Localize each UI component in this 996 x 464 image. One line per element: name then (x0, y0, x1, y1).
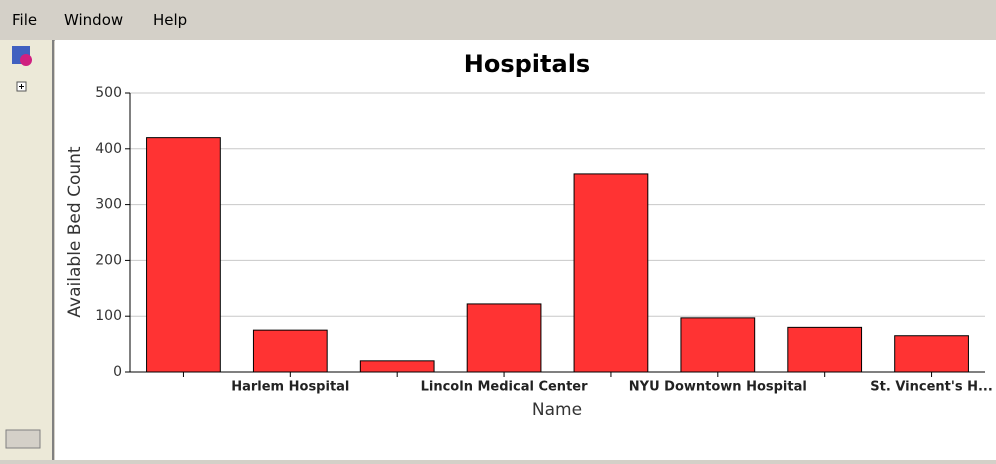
bar (360, 361, 434, 372)
y-tick-label: 100 (95, 308, 122, 324)
x-axis-label: Name (532, 400, 582, 420)
y-tick-label: 0 (113, 364, 122, 380)
x-tick-label: Harlem Hospital (231, 380, 349, 395)
menu-item[interactable]: File (12, 11, 37, 29)
x-tick-label: St. Vincent's H... (870, 380, 993, 395)
menu-item[interactable]: Help (153, 11, 187, 29)
x-tick-label: Lincoln Medical Center (421, 380, 588, 395)
y-tick-label: 200 (95, 252, 122, 268)
bar (467, 304, 541, 372)
chart: Hospitals Name Available Bed Count 0 100 2… (55, 40, 996, 460)
y-axis-label: Available Bed Count (65, 146, 85, 317)
chart-title: Hospitals (464, 50, 590, 78)
tree-icons (0, 40, 52, 460)
y-tick-label: 400 (95, 141, 122, 157)
menu-bar: File Window Help (0, 0, 996, 41)
bar (895, 336, 969, 372)
bar (253, 330, 327, 372)
y-tick-label: 300 (95, 197, 122, 213)
bar (574, 174, 648, 372)
bar (147, 138, 221, 372)
chart-icon-dot (20, 54, 32, 66)
x-tick-label: NYU Downtown Hospital (629, 380, 807, 395)
scroll-buttons[interactable] (6, 430, 40, 448)
app-window: {"menu": ["File", "Window", "Help"], "ch… (0, 0, 996, 460)
y-tick-label: 500 (95, 85, 122, 101)
bar (788, 327, 862, 372)
menu-item[interactable]: Window (64, 11, 123, 29)
bar (681, 318, 755, 372)
tree-panel (0, 40, 54, 460)
